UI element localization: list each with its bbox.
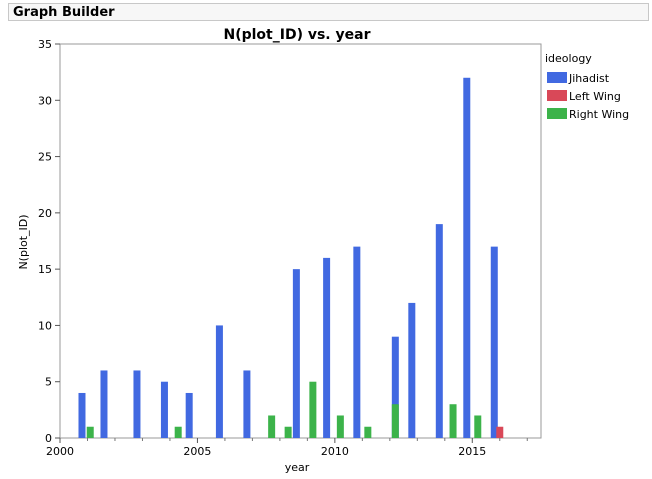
x-tick-label: 2000 bbox=[46, 445, 74, 458]
y-tick-label: 0 bbox=[45, 432, 52, 445]
legend-swatch bbox=[547, 108, 567, 119]
bar-jihadist bbox=[435, 224, 443, 438]
legend-label: Left Wing bbox=[569, 90, 621, 103]
bar-jihadist bbox=[100, 370, 108, 438]
bar-jihadist bbox=[408, 302, 416, 438]
plot-frame bbox=[59, 43, 542, 439]
bar-jihadist bbox=[490, 246, 498, 438]
bar-jihadist bbox=[391, 336, 399, 438]
bar-right-wing bbox=[174, 426, 182, 438]
bar-right-wing bbox=[309, 381, 317, 438]
y-tick-label: 20 bbox=[38, 207, 52, 220]
bar-right-wing bbox=[364, 426, 372, 438]
bar-right-wing bbox=[474, 415, 482, 438]
window-title: Graph Builder bbox=[13, 5, 115, 20]
bar-right-wing bbox=[391, 404, 399, 438]
legend-swatch bbox=[547, 72, 567, 83]
bar-jihadist bbox=[243, 370, 251, 438]
bar-right-wing bbox=[449, 404, 457, 438]
bar-jihadist bbox=[323, 257, 331, 438]
bar-right-wing bbox=[336, 415, 344, 438]
bar-jihadist bbox=[353, 246, 361, 438]
x-tick-label: 2005 bbox=[183, 445, 211, 458]
bar-jihadist bbox=[463, 77, 471, 439]
bar-right-wing bbox=[86, 426, 94, 438]
graph-builder-title-bar: Graph Builder bbox=[8, 3, 649, 21]
y-tick-label: 35 bbox=[38, 38, 52, 51]
legend-label: Right Wing bbox=[569, 108, 629, 121]
y-tick-label: 25 bbox=[38, 151, 52, 164]
plot-area: 0 5 10 15 20 25 30 35 2000 2005 2010 2015 bbox=[38, 38, 542, 458]
bar-right-wing bbox=[268, 415, 276, 438]
legend-title: ideology bbox=[545, 52, 592, 65]
bar-jihadist bbox=[160, 381, 168, 438]
chart-title: N(plot_ID) vs. year bbox=[224, 27, 371, 43]
x-tick-label: 2010 bbox=[321, 445, 349, 458]
bar-jihadist bbox=[78, 392, 86, 438]
legend-label: Jihadist bbox=[568, 72, 610, 85]
legend: ideology Jihadist Left Wing Right Wing bbox=[545, 52, 629, 121]
y-tick-label: 10 bbox=[38, 319, 52, 332]
legend-swatch bbox=[547, 90, 567, 101]
y-tick-label: 30 bbox=[38, 94, 52, 107]
y-axis-title: N(plot_ID) bbox=[17, 214, 30, 269]
bar-jihadist bbox=[133, 370, 141, 438]
y-tick-label: 15 bbox=[38, 263, 52, 276]
x-axis-title: year bbox=[285, 461, 310, 474]
bar-left-wing bbox=[496, 426, 504, 438]
bar-jihadist bbox=[215, 325, 223, 438]
bar-jihadist bbox=[185, 392, 193, 438]
bar-right-wing bbox=[284, 426, 292, 438]
y-tick-label: 5 bbox=[45, 376, 52, 389]
x-tick-label: 2015 bbox=[458, 445, 486, 458]
bar-jihadist bbox=[292, 269, 300, 438]
